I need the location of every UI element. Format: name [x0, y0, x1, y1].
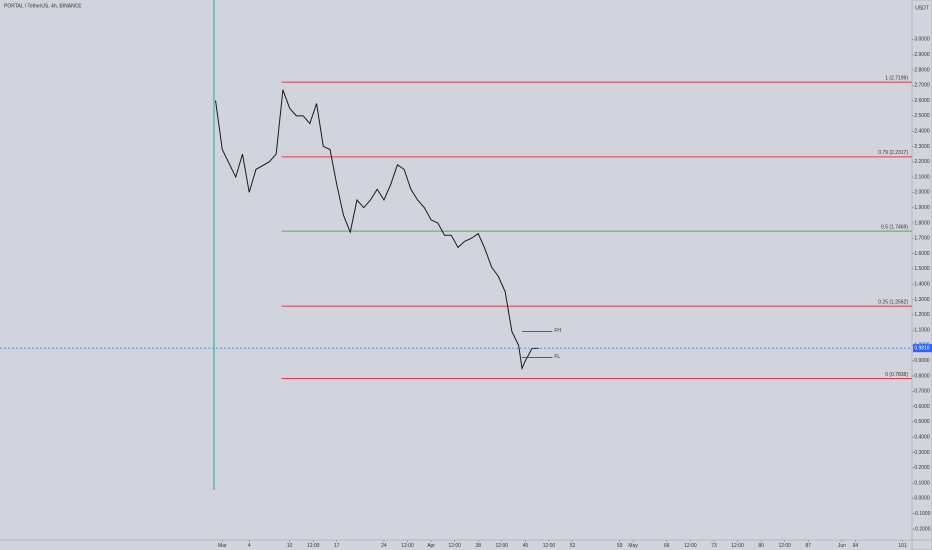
price-axis: [911, 0, 932, 550]
y-tick-label: 2.6000: [914, 98, 930, 104]
y-tick-label: 1.5000: [914, 266, 930, 272]
y-tick-label: -0.2000: [914, 526, 931, 532]
y-tick-label: 0.9000: [914, 358, 930, 364]
x-tick-label: 66: [664, 543, 670, 549]
y-tick-label: 1.3000: [914, 297, 930, 303]
y-tick-label: 0.2000: [914, 465, 930, 471]
x-tick-label: 12:00: [778, 543, 791, 549]
y-tick-label: 1.4000: [914, 281, 930, 287]
x-tick-label: 12:00: [307, 543, 320, 549]
x-tick-label: 4: [248, 543, 251, 549]
x-tick-label: 12:00: [543, 543, 556, 549]
y-tick-label: 0.3000: [914, 450, 930, 456]
y-tick-label: 0.6000: [914, 404, 930, 410]
current-price-box: [913, 344, 932, 353]
y-tick-label: 0.8000: [914, 373, 930, 379]
y-tick-label: 0.4000: [914, 435, 930, 441]
x-tick-label: 10: [287, 543, 293, 549]
x-tick-label: Apr: [427, 543, 435, 549]
y-tick-label: 2.2000: [914, 159, 930, 165]
range-marker-label: FL: [554, 354, 560, 360]
x-tick-label: 38: [475, 543, 481, 549]
current-price-label: 0.9818: [914, 345, 930, 351]
y-tick-label: 3.0000: [914, 37, 930, 43]
x-tick-label: 94: [853, 543, 859, 549]
y-tick-label: 2.4000: [914, 128, 930, 134]
x-tick-label: 59: [617, 543, 623, 549]
price-line: [215, 89, 539, 371]
x-tick-label: 80: [758, 543, 764, 549]
x-tick-label: May: [628, 543, 638, 549]
y-tick-label: 2.9000: [914, 52, 930, 58]
y-tick-label: 2.1000: [914, 174, 930, 180]
y-tick-label: 1.7000: [914, 236, 930, 242]
fib-label: 0.79 (2.2317): [878, 150, 908, 156]
y-tick-label: 0.1000: [914, 480, 930, 486]
y-tick-label: 1.9000: [914, 205, 930, 211]
x-tick-label: 17: [334, 543, 340, 549]
x-tick-label: 87: [805, 543, 811, 549]
y-tick-label: 0.5000: [914, 419, 930, 425]
x-tick-label: 101: [898, 543, 907, 549]
fib-label: 0.5 (1.7469): [881, 224, 908, 230]
x-tick-label: 45: [523, 543, 529, 549]
x-tick-label: 52: [570, 543, 576, 549]
fib-label: 0 (0.7838): [885, 372, 908, 378]
range-marker-label: FH: [554, 328, 561, 334]
x-tick-label: 12:00: [401, 543, 414, 549]
y-tick-label: 2.7000: [914, 83, 930, 89]
y-tick-label: 0.7000: [914, 389, 930, 395]
fib-label: 0.25 (1.2562): [878, 299, 908, 305]
x-tick-label: Jun: [838, 543, 846, 549]
x-tick-label: 24: [381, 543, 387, 549]
y-tick-label: 1.2000: [914, 312, 930, 318]
x-tick-label: 12:00: [496, 543, 509, 549]
axis-unit: USDT: [915, 5, 929, 11]
y-tick-label: 2.8000: [914, 67, 930, 73]
y-tick-label: 2.5000: [914, 113, 930, 119]
y-tick-label: 0.0000: [914, 496, 930, 502]
y-tick-label: 1.1000: [914, 327, 930, 333]
x-tick-label: 73: [711, 543, 717, 549]
y-tick-label: -0.1000: [914, 511, 931, 517]
x-tick-label: 12:00: [731, 543, 744, 549]
x-tick-label: 12:00: [448, 543, 461, 549]
x-tick-label: Mar: [218, 543, 227, 549]
y-tick-label: 2.3000: [914, 144, 930, 150]
y-tick-label: 2.0000: [914, 190, 930, 196]
x-tick-label: 12:00: [684, 543, 697, 549]
fib-label: 1 (2.7199): [885, 76, 908, 82]
chart-title: PORTAL / TetherUS, 4h, BINANCE: [4, 3, 82, 9]
y-tick-label: 1.8000: [914, 220, 930, 226]
y-tick-label: 1.6000: [914, 251, 930, 257]
